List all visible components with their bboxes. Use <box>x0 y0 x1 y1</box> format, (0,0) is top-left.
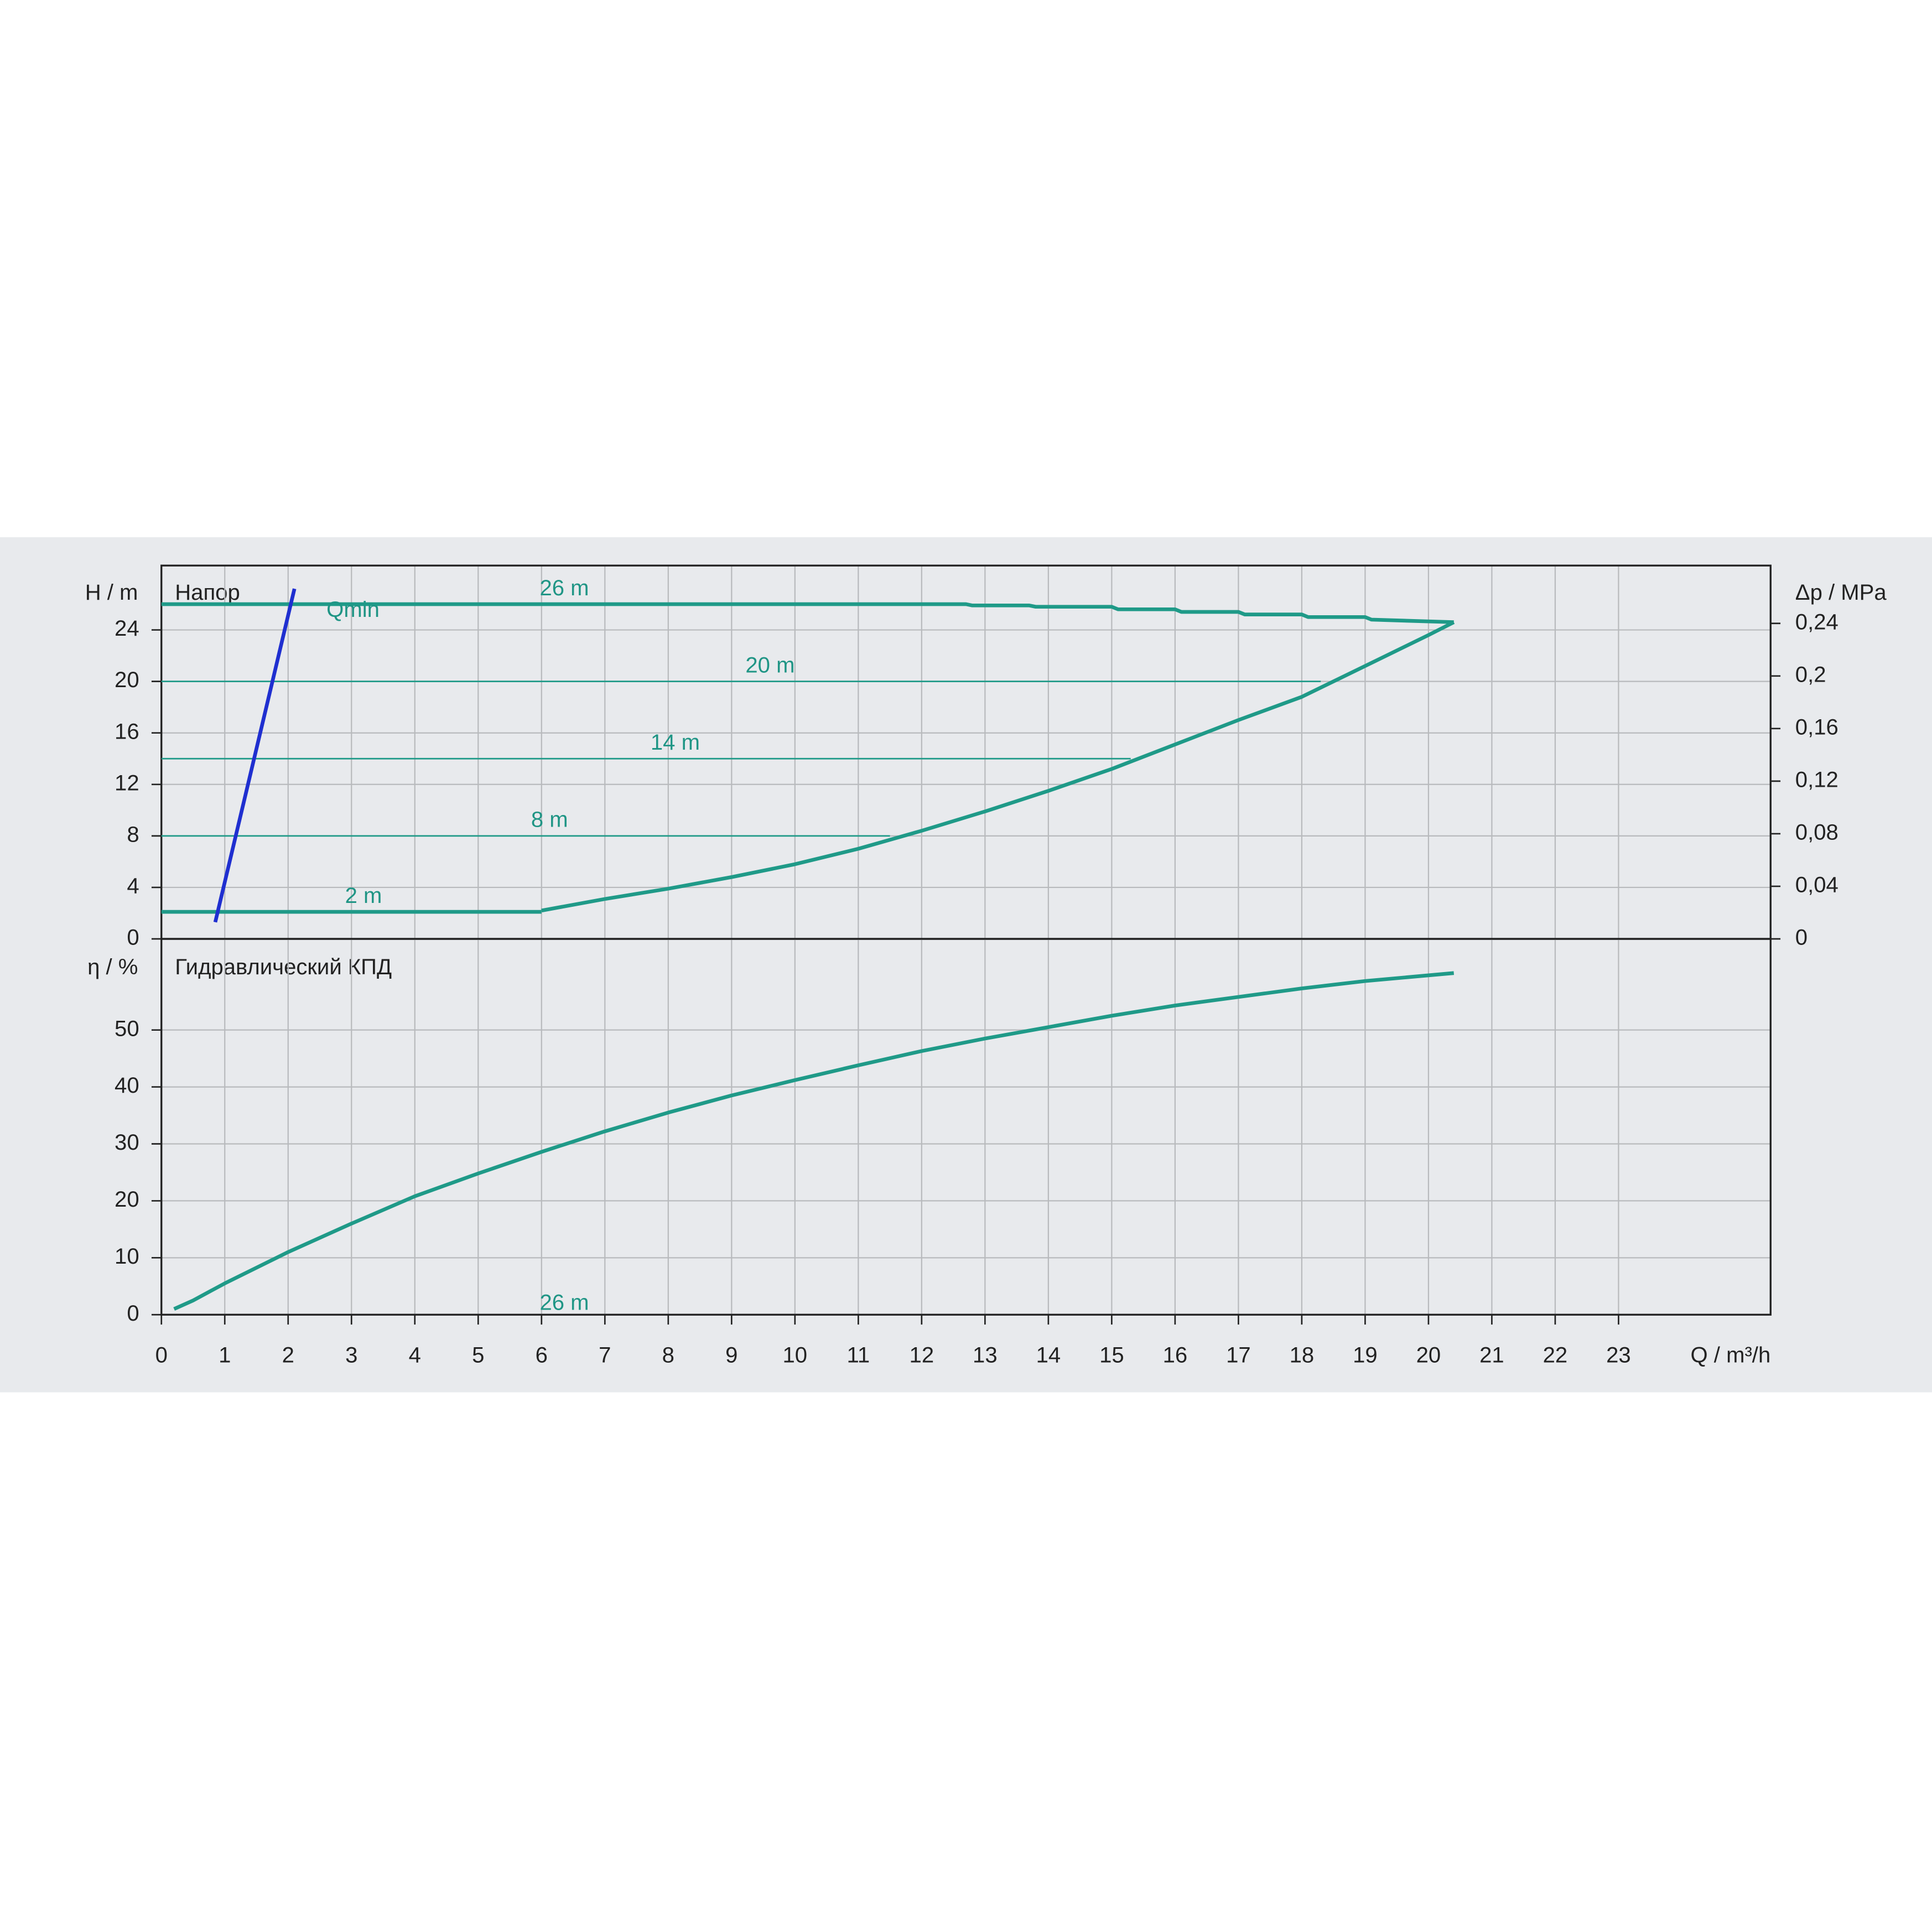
x-tick-label: 23 <box>1606 1343 1631 1368</box>
x-tick-label: 18 <box>1290 1343 1315 1368</box>
series-label: 26 m <box>539 576 589 600</box>
y2-tick-label: 0,04 <box>1795 873 1838 897</box>
y-tick-label: 30 <box>115 1130 139 1155</box>
y-tick-label: 24 <box>115 616 139 641</box>
x-tick-label: 17 <box>1226 1343 1251 1368</box>
series-line <box>213 588 297 923</box>
series-label: 8 m <box>531 808 568 832</box>
x-tick-label: 3 <box>345 1343 357 1368</box>
series-label: 14 m <box>651 730 700 755</box>
x-tick-label: 8 <box>662 1343 674 1368</box>
series-line <box>173 971 1455 1311</box>
series-line <box>541 620 1455 913</box>
x-tick-label: 4 <box>409 1343 421 1368</box>
y-tick-label: 20 <box>115 668 139 692</box>
chart-title: Гидравлический КПД <box>175 955 392 979</box>
x-tick-label: 1 <box>219 1343 231 1368</box>
x-tick-label: 14 <box>1036 1343 1061 1368</box>
x-tick-label: 15 <box>1099 1343 1124 1368</box>
y-tick-label: 0 <box>127 1301 139 1326</box>
x-tick-label: 12 <box>910 1343 934 1368</box>
x-tick-label: 10 <box>783 1343 808 1368</box>
plot-frame <box>160 938 1772 1316</box>
chart-panel <box>0 537 1932 1393</box>
x-tick-label: 2 <box>282 1343 294 1368</box>
x-axis-label: Q / m³/h <box>1691 1343 1771 1368</box>
y2-tick-label: 0,2 <box>1795 662 1826 687</box>
x-tick-label: 7 <box>599 1343 611 1368</box>
x-tick-label: 6 <box>536 1343 548 1368</box>
y2-axis-label: Δp / MPa <box>1795 580 1887 605</box>
y-tick-label: 16 <box>115 719 139 744</box>
y-tick-label: 10 <box>115 1244 139 1269</box>
series-label: 26 m <box>539 1291 589 1315</box>
chart-title: Напор <box>175 580 240 605</box>
y-tick-label: 0 <box>127 926 139 950</box>
x-tick-label: 5 <box>472 1343 484 1368</box>
x-tick-label: 16 <box>1163 1343 1188 1368</box>
y-tick-label: 50 <box>115 1016 139 1041</box>
x-tick-label: 22 <box>1543 1343 1568 1368</box>
y2-tick-label: 0,12 <box>1795 767 1838 792</box>
y2-tick-label: 0,24 <box>1795 610 1838 634</box>
y2-tick-label: 0,16 <box>1795 715 1838 739</box>
y-tick-label: 8 <box>127 822 139 846</box>
y-tick-label: 12 <box>115 771 139 795</box>
x-tick-label: 21 <box>1479 1343 1504 1368</box>
y-axis-label: H / m <box>85 580 138 605</box>
x-tick-label: 13 <box>973 1343 998 1368</box>
y-tick-label: 40 <box>115 1073 139 1098</box>
series-label: 2 m <box>345 884 382 908</box>
x-tick-label: 0 <box>155 1343 168 1368</box>
series-label: Qmin <box>326 598 380 622</box>
series-line <box>161 602 1454 624</box>
y2-tick-label: 0,08 <box>1795 820 1838 845</box>
y-tick-label: 20 <box>115 1187 139 1212</box>
x-tick-label: 9 <box>725 1343 738 1368</box>
y-tick-label: 4 <box>127 874 139 899</box>
x-tick-label: 20 <box>1416 1343 1441 1368</box>
x-tick-label: 19 <box>1353 1343 1378 1368</box>
y2-tick-label: 0 <box>1795 926 1808 950</box>
y-axis-label: η / % <box>87 955 138 979</box>
x-tick-label: 11 <box>847 1343 870 1368</box>
series-label: 20 m <box>745 653 794 677</box>
